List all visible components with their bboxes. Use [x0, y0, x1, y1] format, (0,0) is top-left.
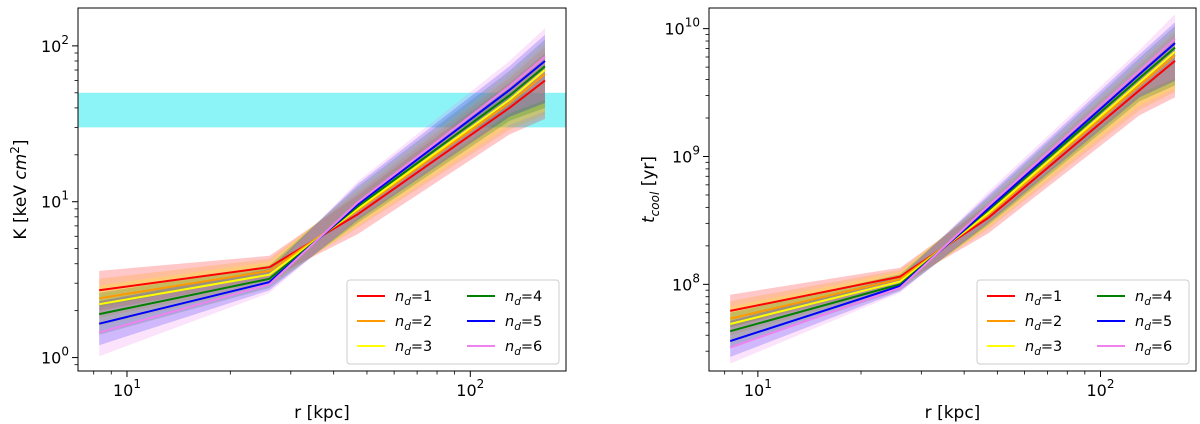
legend-label: nd=1	[395, 289, 432, 308]
legend-label: nd=3	[1025, 339, 1062, 358]
series-line-nd1	[730, 60, 1176, 312]
legend-item-nd1: nd=1	[987, 289, 1062, 308]
legend-item-nd6: nd=6	[467, 339, 542, 358]
legend-item-nd2: nd=2	[357, 314, 432, 333]
uncertainty-band-nd3	[730, 29, 1175, 342]
series-line-nd6	[729, 38, 1176, 349]
legend-label: nd=4	[505, 289, 542, 308]
x-tick-label: 102	[1086, 377, 1114, 400]
y-axis-label: K [keV cm2]	[8, 139, 31, 239]
legend-item-nd1: nd=1	[357, 289, 432, 308]
series-line-nd3	[729, 50, 1176, 325]
legend-label: nd=5	[1135, 314, 1172, 333]
y-tick-label: 100	[41, 345, 69, 368]
series-line-nd2	[729, 54, 1176, 320]
legend-label: nd=5	[505, 314, 542, 333]
series-line-nd4	[729, 46, 1176, 333]
y-axis-label: tcool [yr]	[639, 156, 662, 223]
legend-item-nd4: nd=4	[1097, 289, 1172, 308]
legend-item-nd4: nd=4	[467, 289, 542, 308]
y-tick-label: 101	[41, 189, 69, 212]
legend-box	[346, 279, 560, 365]
legend-label: nd=2	[395, 314, 432, 333]
axes-frame	[708, 7, 1197, 372]
legend-label: nd=2	[1025, 314, 1062, 333]
uncertainty-band-nd5	[730, 22, 1175, 358]
y-tick-label: 102	[41, 33, 69, 56]
legend-box	[976, 279, 1190, 365]
series-line-nd5	[729, 42, 1176, 343]
legend-label: nd=4	[1135, 289, 1172, 308]
legend-item-nd6: nd=6	[1097, 339, 1172, 358]
series-line-nd1	[99, 79, 546, 292]
legend-label: nd=6	[505, 339, 542, 358]
x-tick-label: 101	[113, 377, 141, 400]
legend: nd=1 nd=2 nd=3 nd=4 nd=5 nd=6	[346, 279, 560, 365]
axes-frame	[77, 7, 567, 372]
legend-label: nd=3	[395, 339, 432, 358]
y-tick-label: 109	[672, 143, 700, 166]
series-line-nd6	[98, 56, 546, 334]
uncertainty-band-nd5	[99, 34, 545, 346]
uncertainty-band-nd6	[99, 28, 545, 357]
legend-item-nd5: nd=5	[467, 314, 542, 333]
series-line-nd5	[98, 60, 546, 325]
x-axis-label: r [kpc]	[294, 403, 350, 423]
series-line-nd2	[99, 73, 546, 300]
y-tick-label: 1010	[664, 16, 700, 39]
legend-item-nd2: nd=2	[987, 314, 1062, 333]
y-tick-label: 108	[672, 271, 700, 294]
legend-label: nd=1	[1025, 289, 1062, 308]
legend-label: nd=6	[1135, 339, 1172, 358]
uncertainty-band-nd4	[730, 25, 1175, 348]
legend-item-nd5: nd=5	[1097, 314, 1172, 333]
x-axis-label: r [kpc]	[925, 403, 981, 423]
x-tick-label: 102	[456, 377, 484, 400]
legend-item-nd3: nd=3	[987, 339, 1062, 358]
uncertainty-band-nd1	[730, 37, 1175, 328]
plot-area	[78, 28, 566, 357]
uncertainty-band-nd6	[730, 14, 1175, 364]
legend: nd=1 nd=2 nd=3 nd=4 nd=5 nd=6	[976, 279, 1190, 365]
series-line-nd3	[99, 69, 546, 306]
series-line-nd4	[98, 65, 546, 316]
plot-area	[729, 14, 1176, 364]
legend-item-nd3: nd=3	[357, 339, 432, 358]
uncertainty-band-nd2	[730, 33, 1175, 336]
uncertainty-band-nd3	[99, 43, 545, 326]
x-tick-label: 101	[744, 377, 772, 400]
